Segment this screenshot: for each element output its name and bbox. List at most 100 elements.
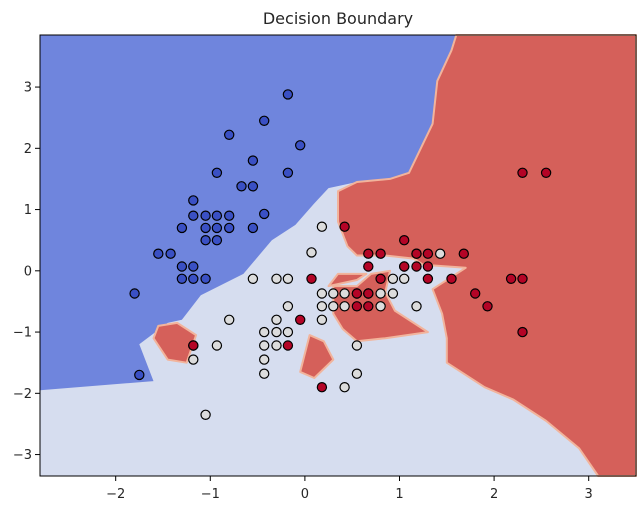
point-class-0-2 (153, 248, 164, 259)
point-class-2-29 (540, 167, 552, 178)
point-class-1-28 (351, 368, 363, 379)
point-class-1-20 (316, 301, 328, 312)
decision-regions (40, 34, 637, 477)
point-class-2-25 (505, 273, 517, 284)
point-class-1-34 (387, 273, 399, 284)
point-class-0-13 (200, 222, 211, 234)
x-tick-label: −2 (106, 487, 125, 502)
point-class-1-24 (339, 288, 350, 299)
y-tick-label: 3 (24, 81, 32, 96)
point-class-0-21 (223, 129, 235, 140)
point-class-1-9 (259, 354, 270, 365)
y-tick-label: −2 (13, 387, 32, 402)
point-class-1-31 (375, 301, 386, 312)
point-class-1-5 (247, 273, 259, 284)
x-tick-label: 2 (490, 487, 498, 502)
point-class-2-6 (351, 288, 363, 299)
point-class-1-23 (328, 301, 339, 312)
point-class-0-28 (282, 89, 294, 100)
point-class-2-5 (339, 221, 350, 232)
point-class-0-12 (200, 210, 211, 221)
point-class-1-6 (271, 273, 282, 284)
point-class-1-15 (282, 301, 294, 312)
point-class-0-8 (200, 273, 211, 284)
point-class-2-12 (375, 248, 386, 259)
y-tick-label: 1 (24, 203, 32, 218)
point-class-1-3 (211, 340, 223, 351)
region-class-2-3 (327, 272, 368, 288)
point-class-0-0 (134, 369, 145, 381)
point-class-0-25 (247, 222, 259, 234)
point-class-2-24 (482, 301, 493, 312)
region-class-0-0 (40, 35, 457, 391)
plot-frame (39, 34, 637, 477)
point-class-1-10 (259, 368, 270, 379)
point-class-2-4 (316, 382, 328, 393)
point-class-0-6 (188, 261, 199, 272)
point-class-0-10 (188, 195, 199, 206)
y-tick-label: −1 (13, 326, 32, 341)
point-class-2-13 (375, 273, 386, 284)
region-class-2-5 (152, 321, 198, 364)
region-class-2-4 (299, 334, 335, 379)
point-class-2-7 (351, 301, 363, 312)
point-class-0-30 (295, 140, 306, 151)
point-class-0-29 (282, 167, 294, 178)
point-class-2-3 (306, 273, 317, 284)
point-class-0-1 (129, 288, 140, 299)
point-class-1-1 (188, 354, 199, 365)
y-tick-label: 0 (24, 264, 32, 279)
point-class-2-28 (517, 167, 528, 178)
point-class-2-19 (422, 261, 434, 272)
point-class-2-9 (363, 288, 374, 299)
point-class-0-4 (176, 261, 188, 272)
point-class-0-23 (247, 155, 259, 166)
point-class-0-7 (188, 273, 199, 284)
point-class-1-32 (375, 288, 386, 299)
chart-title: Decision Boundary (263, 9, 413, 28)
point-class-2-21 (446, 273, 457, 284)
point-class-1-4 (223, 314, 235, 325)
x-tick-label: 1 (395, 487, 403, 502)
point-class-0-27 (259, 115, 270, 127)
point-class-0-24 (236, 181, 247, 192)
x-tick-label: 3 (585, 487, 593, 502)
y-axis: −3 −2 −1 0 1 2 3 (13, 81, 40, 463)
point-class-0-19 (223, 222, 235, 234)
point-class-0-5 (176, 273, 188, 284)
x-tick-label: −1 (201, 487, 220, 502)
point-class-1-22 (328, 288, 339, 299)
point-class-1-27 (351, 340, 363, 351)
point-class-1-11 (271, 314, 282, 325)
y-tick-label: 2 (24, 142, 32, 157)
point-class-0-14 (200, 234, 211, 246)
point-class-2-14 (399, 234, 410, 246)
point-class-2-26 (517, 273, 528, 284)
point-class-1-12 (271, 326, 282, 338)
point-class-1-8 (259, 340, 270, 351)
point-class-1-7 (259, 326, 270, 338)
point-class-1-16 (282, 326, 294, 338)
x-tick-label: 0 (301, 487, 309, 502)
point-class-1-39 (435, 248, 446, 259)
point-class-0-26 (259, 208, 270, 220)
point-class-1-35 (399, 273, 410, 284)
point-class-0-15 (211, 210, 223, 221)
point-class-0-18 (223, 210, 235, 221)
point-class-1-0 (200, 409, 211, 420)
x-axis: −2 −1 0 1 2 3 (106, 476, 593, 502)
point-class-2-17 (411, 248, 422, 259)
point-class-2-8 (363, 301, 374, 312)
point-class-1-17 (306, 247, 317, 258)
point-class-1-13 (271, 340, 282, 351)
point-class-0-3 (165, 248, 176, 259)
point-class-2-2 (295, 314, 306, 325)
point-class-2-22 (458, 248, 469, 259)
point-class-0-17 (211, 234, 223, 246)
point-class-2-11 (363, 248, 374, 259)
point-class-1-18 (316, 221, 328, 232)
point-class-1-25 (339, 301, 350, 312)
point-class-0-22 (247, 181, 259, 192)
point-class-0-11 (188, 210, 199, 221)
